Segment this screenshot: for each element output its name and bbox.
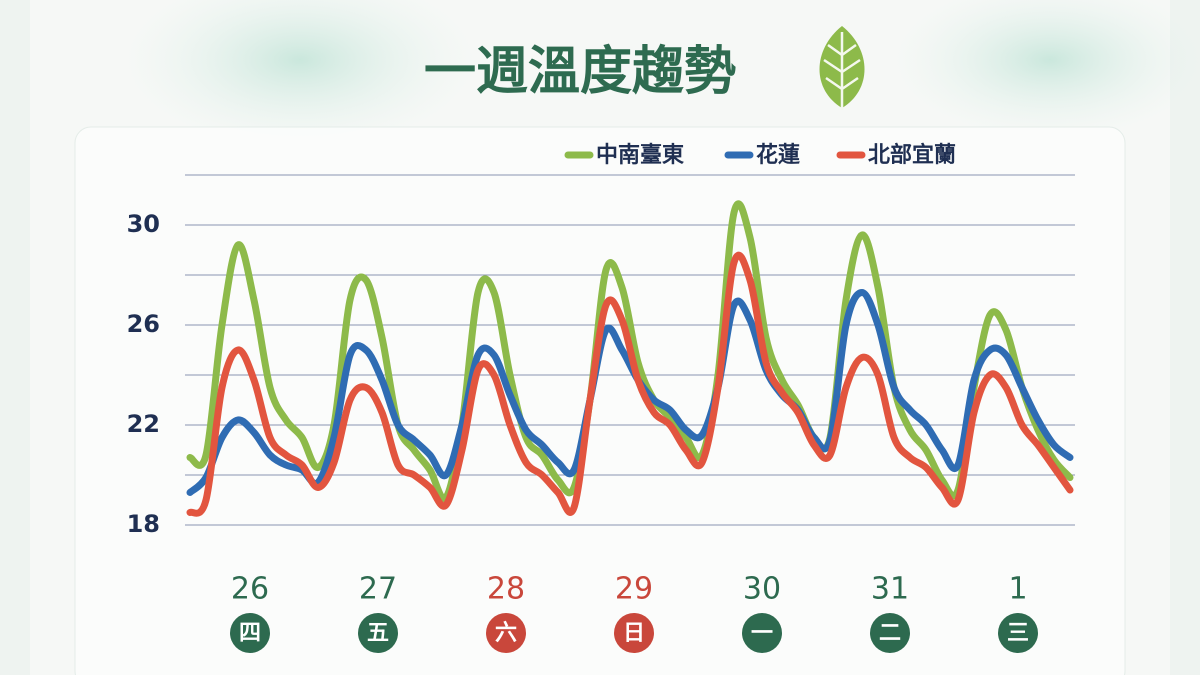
watercolor <box>890 0 1200 140</box>
weekday-badge <box>870 613 910 653</box>
weekday-badge <box>742 613 782 653</box>
weekday-badge <box>614 613 654 653</box>
weekday-label: 二 <box>879 621 901 646</box>
y-tick-label: 30 <box>127 210 160 238</box>
x-tick-label: 1 <box>1008 572 1027 607</box>
legend-label: 北部宜蘭 <box>868 142 956 168</box>
panel <box>74 126 1126 679</box>
weekday-label: 一 <box>751 621 773 646</box>
weekday-label: 日 <box>623 621 645 646</box>
chart-title: 一週溫度趨勢 <box>424 42 736 102</box>
legend-label: 中南臺東 <box>596 143 684 168</box>
x-tick-label: 29 <box>615 572 653 607</box>
x-tick-label: 31 <box>871 572 909 607</box>
weekday-label: 六 <box>495 621 517 646</box>
weekday-badge <box>358 613 398 653</box>
weekday-badge <box>486 613 526 653</box>
weekday-badge <box>998 613 1038 653</box>
weekday-badge <box>230 613 270 653</box>
weekday-label: 四 <box>239 621 261 646</box>
weekday-label: 三 <box>1007 621 1029 646</box>
y-tick-label: 26 <box>127 310 160 338</box>
x-tick-label: 28 <box>487 572 525 607</box>
x-tick-label: 26 <box>231 572 269 607</box>
legend-label: 花蓮 <box>756 142 800 168</box>
y-tick-label: 22 <box>127 410 160 438</box>
y-tick-label: 18 <box>127 510 160 538</box>
watercolor <box>120 0 480 150</box>
leaf-icon <box>819 26 865 110</box>
series-line <box>186 251 1074 517</box>
weekday-label: 五 <box>367 621 389 646</box>
x-tick-label: 30 <box>743 572 781 607</box>
x-tick-label: 27 <box>359 572 397 607</box>
